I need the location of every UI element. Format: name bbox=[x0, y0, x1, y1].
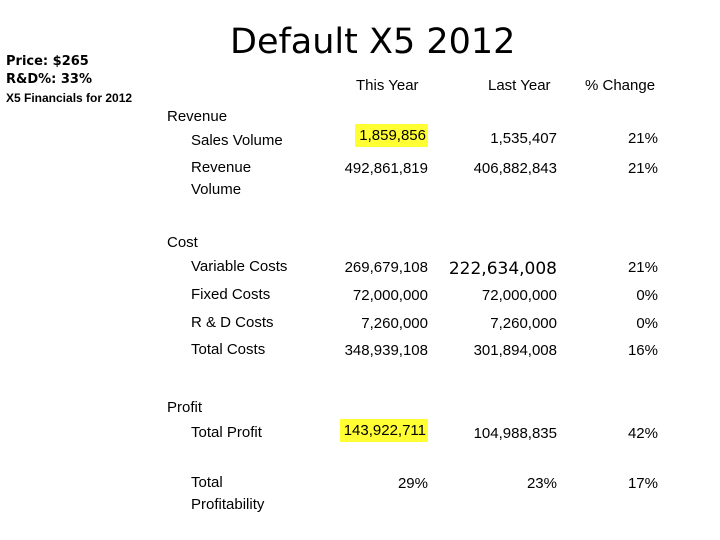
section-revenue: Revenue bbox=[167, 108, 228, 125]
cell-total-costs-change: 16% bbox=[627, 342, 658, 359]
cell-total-profitability-last-year: 23% bbox=[526, 475, 557, 492]
cell-total-profitability-change: 17% bbox=[627, 475, 658, 492]
cell-total-profit-change: 42% bbox=[627, 425, 658, 442]
cell-revenue-volume-change: 21% bbox=[627, 160, 658, 177]
section-cost: Cost bbox=[167, 234, 198, 251]
row-label-total-profit: Total Profit bbox=[191, 424, 262, 441]
cell-sales-volume-this-year: 1,859,856 bbox=[355, 124, 428, 147]
cell-revenue-volume-last-year: 406,882,843 bbox=[473, 160, 557, 177]
cell-variable-costs-change: 21% bbox=[627, 259, 658, 276]
cell-total-costs-last-year: 301,894,008 bbox=[473, 342, 557, 359]
cell-sales-volume-change: 21% bbox=[627, 130, 658, 147]
row-label-total-profitability-line2: Profitability bbox=[191, 496, 265, 513]
cell-variable-costs-last-year: 222,634,008 bbox=[448, 259, 557, 279]
cell-rd-costs-this-year: 7,260,000 bbox=[361, 315, 428, 332]
cell-total-profit-this-year: 143,922,711 bbox=[339, 419, 428, 442]
cell-sales-volume-last-year: 1,535,407 bbox=[490, 130, 557, 147]
cell-rd-costs-last-year: 7,260,000 bbox=[490, 315, 557, 332]
price-label: Price: $265 bbox=[6, 54, 89, 69]
row-label-variable-costs: Variable Costs bbox=[191, 258, 288, 275]
column-header-this-year: This Year bbox=[356, 77, 419, 94]
row-label-revenue-volume-line2: Volume bbox=[191, 181, 242, 198]
column-header-change: % Change bbox=[585, 77, 656, 94]
cell-revenue-volume-this-year: 492,861,819 bbox=[344, 160, 428, 177]
row-label-fixed-costs: Fixed Costs bbox=[191, 286, 271, 303]
cell-total-costs-this-year: 348,939,108 bbox=[344, 342, 428, 359]
row-label-total-costs: Total Costs bbox=[191, 341, 266, 358]
cell-rd-costs-change: 0% bbox=[636, 315, 658, 332]
cell-fixed-costs-last-year: 72,000,000 bbox=[481, 287, 557, 304]
row-label-rd-costs: R & D Costs bbox=[191, 314, 274, 331]
page-title: Default X5 2012 bbox=[230, 22, 516, 62]
cell-fixed-costs-this-year: 72,000,000 bbox=[352, 287, 428, 304]
row-label-sales-volume: Sales Volume bbox=[191, 132, 283, 149]
column-header-last-year: Last Year bbox=[488, 77, 551, 94]
cell-total-profit-last-year: 104,988,835 bbox=[473, 425, 557, 442]
cell-variable-costs-this-year: 269,679,108 bbox=[344, 259, 428, 276]
cell-fixed-costs-change: 0% bbox=[636, 287, 658, 304]
row-label-revenue-volume-line1: Revenue bbox=[191, 159, 252, 176]
cell-total-profitability-this-year: 29% bbox=[397, 475, 428, 492]
section-profit: Profit bbox=[167, 399, 203, 416]
financials-subtitle: X5 Financials for 2012 bbox=[6, 91, 133, 105]
highlighted-value: 143,922,711 bbox=[339, 419, 428, 442]
highlighted-value: 1,859,856 bbox=[355, 124, 428, 147]
row-label-total-profitability-line1: Total bbox=[191, 474, 223, 491]
rd-percent-label: R&D%: 33% bbox=[6, 72, 93, 87]
